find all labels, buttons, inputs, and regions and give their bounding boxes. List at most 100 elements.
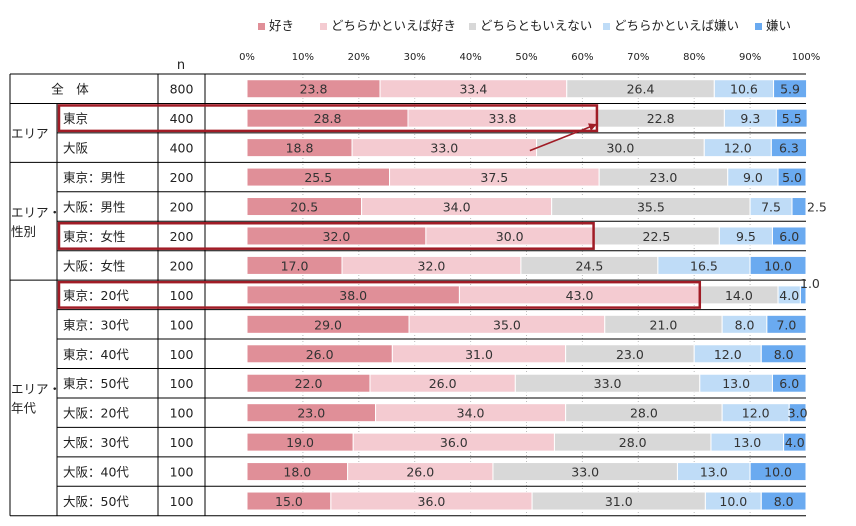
bar-value-label: 33.0	[571, 465, 599, 480]
bar-value-label: 4.0	[785, 435, 805, 450]
bar-segment	[788, 403, 807, 423]
row-label: 東京	[63, 111, 88, 126]
bar-segment	[749, 255, 807, 275]
row-label: 大阪：男性	[63, 200, 126, 215]
row-n-value: 100	[170, 347, 194, 362]
bar-value-label: 26.0	[306, 347, 334, 362]
row-label: 大阪：20代	[63, 406, 129, 421]
bar-value-label: 13.0	[722, 376, 750, 391]
highlight-box	[57, 222, 595, 250]
x-tick-label: 20%	[348, 52, 370, 63]
bar-value-label: 7.5	[761, 200, 781, 215]
legend-swatch	[755, 23, 762, 30]
row-label: 大阪：30代	[63, 435, 129, 450]
bar-value-label: 37.5	[480, 170, 508, 185]
bar-segment	[770, 138, 808, 158]
x-tick-label: 90%	[739, 52, 761, 63]
bar-value-label: 12.0	[724, 141, 752, 156]
bar-segment	[760, 491, 807, 511]
row-n-value: 100	[170, 317, 194, 332]
x-tick-label: 60%	[571, 52, 593, 63]
bar-value-label: 18.0	[283, 465, 311, 480]
bar-value-label: 26.4	[627, 82, 655, 97]
group-label: エリア	[11, 126, 49, 141]
bar-value-label: 19.0	[286, 435, 314, 450]
bar-value-label: 23.0	[297, 406, 325, 421]
row-n-value: 100	[170, 376, 194, 391]
highlight-box	[57, 104, 599, 133]
bar-value-label: 12.0	[742, 406, 770, 421]
x-tick-label: 70%	[627, 52, 649, 63]
bar-value-label: 22.5	[643, 229, 671, 244]
bar-value-label: 36.0	[440, 435, 468, 450]
bar-value-label: 23.8	[300, 82, 328, 97]
legend-label: どちらかといえば嫌い	[614, 18, 739, 33]
bar-value-label: 9.0	[743, 170, 763, 185]
bar-value-label: 22.0	[295, 376, 323, 391]
bar-value-label: 25.5	[304, 170, 332, 185]
row-n-value: 200	[170, 200, 194, 215]
row-label: 東京：50代	[63, 376, 129, 391]
bar-value-label: 10.0	[764, 258, 792, 273]
comparison-arrow-head	[588, 123, 597, 131]
row-label: 全 体	[51, 82, 89, 97]
bar-value-label: 29.0	[314, 317, 342, 332]
bar-value-label: 30.0	[606, 141, 634, 156]
group-label: エリア・	[11, 205, 61, 220]
bar-value-label: 23.0	[616, 347, 644, 362]
legend-swatch	[320, 23, 327, 30]
row-label: 東京：20代	[63, 288, 129, 303]
bar-value-label: 24.5	[575, 258, 603, 273]
x-tick-label: 50%	[515, 52, 537, 63]
bar-value-label: 33.8	[489, 111, 517, 126]
bar-value-label: 13.0	[700, 465, 728, 480]
bar-value-label: 5.0	[782, 170, 802, 185]
bar-value-label: 33.0	[594, 376, 622, 391]
bar-value-label: 9.3	[740, 111, 760, 126]
bar-value-label: 33.0	[430, 141, 458, 156]
row-n-value: 100	[170, 494, 194, 509]
bar-value-label: 28.0	[630, 406, 658, 421]
bar-value-label: 8.0	[735, 317, 755, 332]
bar-value-label: 5.9	[780, 82, 800, 97]
bar-value-label: 21.0	[650, 317, 678, 332]
bar-value-label: 34.0	[443, 200, 471, 215]
bar-value-label: 22.8	[647, 111, 675, 126]
legend-swatch	[603, 23, 610, 30]
bar-value-label: 6.3	[779, 141, 799, 156]
row-label: 大阪：50代	[63, 494, 129, 509]
x-tick-label: 30%	[404, 52, 426, 63]
bar-value-label: 2.5	[807, 200, 827, 215]
x-tick-label: 80%	[683, 52, 705, 63]
bar-segment	[771, 226, 807, 246]
row-n-value: 200	[170, 258, 194, 273]
bar-value-label: 31.0	[605, 494, 633, 509]
bar-value-label: 8.0	[774, 347, 794, 362]
bar-segment	[799, 285, 807, 305]
bar-segment	[791, 197, 807, 217]
bar-value-label: 30.0	[496, 229, 524, 244]
bar-value-label: 28.8	[314, 111, 342, 126]
bar-value-label: 43.0	[566, 288, 594, 303]
x-tick-label: 40%	[459, 52, 481, 63]
bar-value-label: 23.0	[650, 170, 678, 185]
bar-value-label: 15.0	[275, 494, 303, 509]
bar-value-label: 10.0	[719, 494, 747, 509]
bar-value-label: 3.0	[788, 406, 808, 421]
bar-value-label: 10.0	[764, 465, 792, 480]
comparison-arrow	[529, 123, 598, 152]
bar-value-label: 31.0	[465, 347, 493, 362]
row-n-value: 100	[170, 465, 194, 480]
row-label: 東京：男性	[63, 170, 126, 185]
bar-value-label: 28.0	[619, 435, 647, 450]
legend-swatch	[469, 23, 476, 30]
bar-value-label: 6.0	[779, 229, 799, 244]
bar-value-label: 12.0	[714, 347, 742, 362]
bar-value-label: 7.0	[776, 317, 796, 332]
row-label: 大阪	[63, 141, 89, 156]
row-label: 東京：女性	[63, 229, 126, 244]
group-label: 年代	[11, 400, 37, 415]
bar-value-label: 14.0	[725, 288, 753, 303]
bar-value-label: 8.0	[774, 494, 794, 509]
bar-value-label: 16.5	[690, 258, 718, 273]
